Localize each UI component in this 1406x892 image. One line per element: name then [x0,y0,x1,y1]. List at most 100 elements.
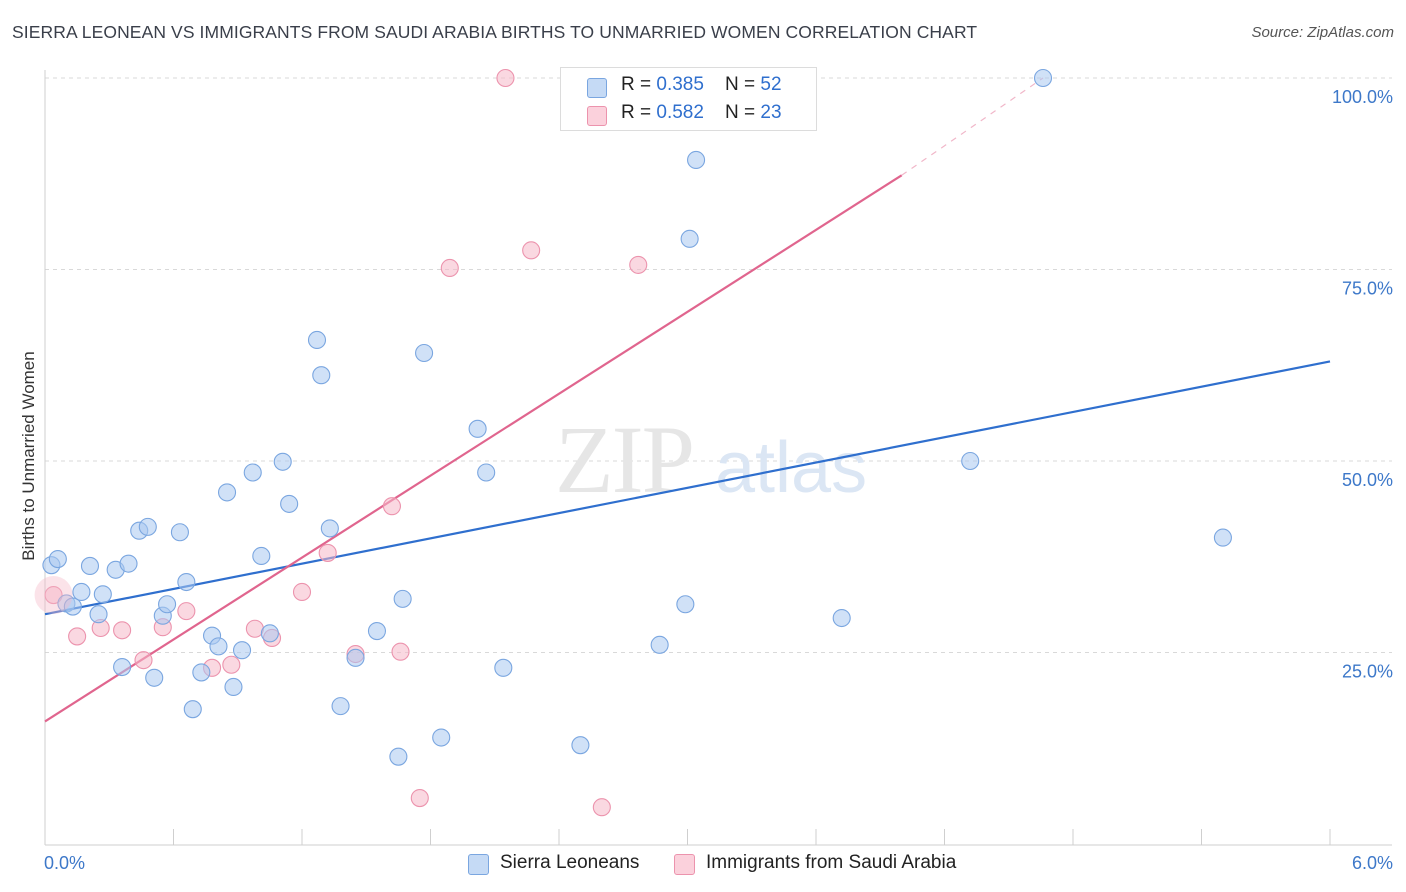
n-label: N = [725,102,761,123]
point-saudi-arabia [134,651,153,670]
point-sierra-leonean [209,637,228,656]
axes [44,70,1392,846]
point-sierra-leonean [177,572,196,592]
point-sierra-leonean [224,677,243,697]
legend-text: R = 0.582 N = 23 [621,102,782,124]
point-sierra-leonean [192,663,211,682]
point-sierra-leonean [280,494,299,513]
trend-line-sierra-leoneans [44,360,1331,616]
r-value: 0.385 [656,74,704,95]
legend-swatch-blue [587,78,607,98]
point-sierra-leonean [389,747,408,766]
point-saudi-arabia [222,655,241,674]
point-sierra-leonean [89,605,108,624]
point-sierra-leonean [477,463,496,482]
point-sierra-leonean [832,608,851,628]
point-sierra-leonean [494,658,513,677]
point-sierra-leonean [63,597,82,616]
point-sierra-leonean [676,595,695,614]
point-sierra-leonean [93,585,112,604]
point-sierra-leonean [650,635,669,654]
point-sierra-leonean [72,582,91,602]
point-saudi-arabia [592,798,611,817]
bottom-legend-swatch-blue [468,854,489,875]
point-sierra-leonean [307,330,327,350]
y-tick-label: 100.0% [1332,87,1393,107]
point-sierra-leonean [571,736,590,755]
source-credit: Source: ZipAtlas.com [1251,24,1394,41]
point-sierra-leonean [432,728,451,747]
point-saudi-arabia [68,627,87,646]
point-saudi-arabia [440,258,459,278]
point-sierra-leonean [260,624,279,643]
point-saudi-arabia [522,241,541,260]
r-value: 0.582 [656,102,704,123]
chart-title: SIERRA LEONEAN VS IMMIGRANTS FROM SAUDI … [12,22,978,42]
point-sierra-leonean [680,229,699,248]
point-saudi-arabia [318,543,337,562]
point-sierra-leonean [346,648,365,667]
point-saudi-arabia [44,585,63,605]
point-saudi-arabia [177,602,196,621]
point-sierra-leonean [252,546,271,566]
point-sierra-leonean [393,589,412,608]
point-sierra-leonean [961,451,980,471]
point-sierra-leonean [367,622,387,641]
point-saudi-arabia [382,497,402,516]
point-sierra-leonean [687,150,706,170]
point-saudi-arabia [113,621,132,640]
point-saudi-arabia [629,255,648,274]
point-sierra-leonean [320,519,339,538]
point-sierra-leonean [158,595,177,614]
tick-labels: 25.0% 50.0% 75.0% 100.0% 0.0% 6.0% [44,87,1393,873]
x-tick-label: 6.0% [1352,853,1393,873]
point-sierra-leonean [273,452,292,471]
point-saudi-arabia [391,642,410,661]
point-sierra-leonean [119,554,138,573]
point-sierra-leonean [145,668,164,687]
y-tick-label: 50.0% [1342,470,1393,490]
point-saudi-arabia [410,788,429,808]
n-label: N = [725,74,761,95]
y-tick-label: 25.0% [1342,662,1393,682]
point-sierra-leonean [232,641,252,660]
trend-line-saudi-arabia [44,174,903,723]
bottom-legend-swatch-pink [674,854,695,875]
point-saudi-arabia-cluster [34,576,73,615]
watermark-zip: ZIP [555,406,693,513]
bottom-legend-label: Sierra Leoneans [500,852,640,873]
bottom-legend-label: Immigrants from Saudi Arabia [706,852,957,873]
r-label: R = [621,102,657,123]
point-sierra-leonean [243,463,262,482]
point-saudi-arabia [496,68,515,88]
point-saudi-arabia [245,619,264,638]
y-tick-label: 75.0% [1342,279,1393,299]
point-sierra-leonean [80,556,100,575]
point-sierra-leonean [217,483,237,502]
point-sierra-leonean [312,366,331,385]
point-sierra-leonean [183,700,202,719]
trend-lines [44,77,1331,723]
legend-swatch-pink [587,106,607,126]
point-sierra-leonean [468,419,487,438]
point-sierra-leonean [48,549,67,569]
point-sierra-leonean [138,517,157,536]
watermark: ZIP atlas [555,406,867,513]
correlation-legend: R = 0.385 N = 52 R = 0.582 N = 23 [560,67,817,131]
point-sierra-leonean [415,343,434,363]
data-points [34,68,1232,817]
n-value: 23 [760,102,782,123]
point-sierra-leonean [1033,68,1053,88]
r-label: R = [621,74,657,95]
x-tick-label: 0.0% [44,853,85,873]
trend-line-saudi-arabia-extension [901,77,1044,176]
point-sierra-leonean [331,697,350,716]
gridlines [45,77,1392,653]
n-value: 52 [760,74,782,95]
point-sierra-leonean [170,523,189,542]
point-sierra-leonean [1213,528,1232,547]
legend-text: R = 0.385 N = 52 [621,74,782,96]
point-saudi-arabia [292,582,312,602]
y-axis-label: Births to Unmarried Women [19,351,38,560]
